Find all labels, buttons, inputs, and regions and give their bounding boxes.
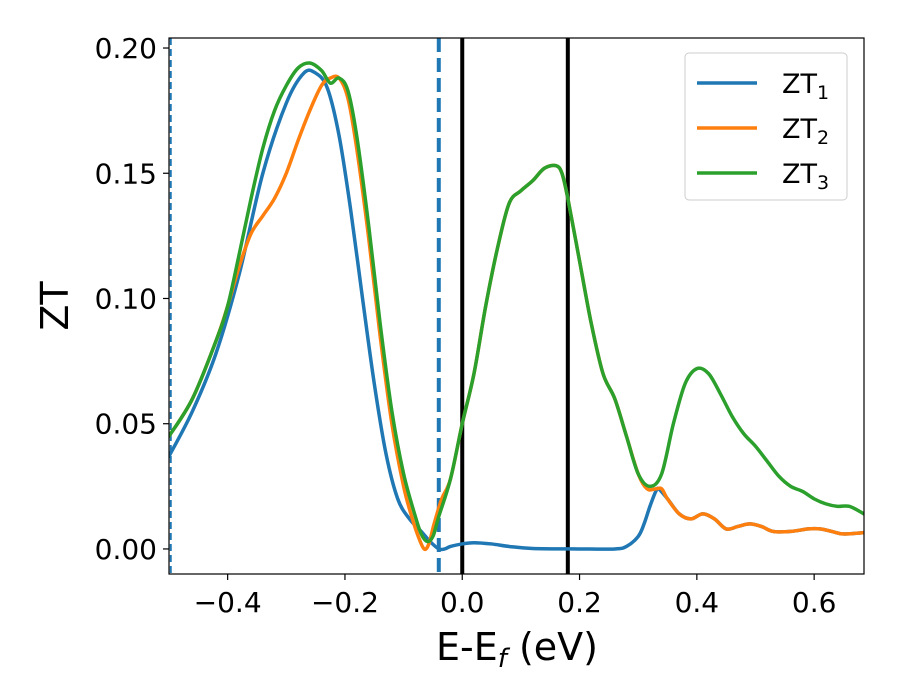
x-axis-label-unit: (eV): [507, 625, 598, 669]
x-tick-label: −0.4: [194, 586, 262, 619]
y-tick-label: 0.15: [95, 157, 157, 190]
y-tick-label: 0.10: [95, 282, 157, 315]
x-tick-label: 0.2: [557, 586, 602, 619]
legend-box: [684, 52, 848, 201]
x-tick-label: 0.0: [440, 586, 485, 619]
reference-lines: [169, 38, 570, 574]
y-tick-label: 0.05: [95, 408, 157, 441]
y-tick-label: 0.00: [95, 533, 157, 566]
y-tick-label: 0.20: [95, 32, 157, 65]
x-axis: −0.4 −0.2 0.0 0.2 0.4 0.6: [194, 574, 837, 619]
y-axis: 0.00 0.05 0.10 0.15 0.20: [95, 32, 169, 566]
series-lines: [169, 61, 864, 552]
legend: ZT1 ZT2 ZT3: [684, 52, 848, 201]
x-axis-label-main: E-E: [436, 625, 498, 669]
legend-label-zt1: ZT1: [782, 69, 829, 104]
x-tick-label: 0.4: [675, 586, 720, 619]
y-axis-label: ZT: [33, 281, 77, 331]
x-tick-label: −0.2: [311, 586, 379, 619]
plot-frame: [168, 37, 865, 575]
legend-label-zt2: ZT2: [782, 114, 829, 149]
legend-label-zt3: ZT3: [782, 159, 829, 194]
x-axis-label: E-Ef (eV): [436, 625, 598, 674]
series-line-zt3: [169, 61, 864, 544]
x-tick-label: 0.6: [792, 586, 837, 619]
